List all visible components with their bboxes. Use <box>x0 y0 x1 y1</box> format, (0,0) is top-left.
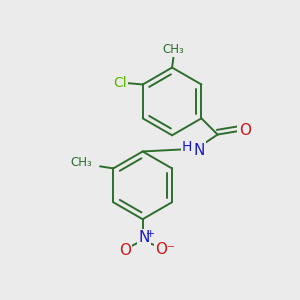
Text: CH₃: CH₃ <box>71 156 92 169</box>
Text: H: H <box>182 140 192 154</box>
Text: +: + <box>146 229 155 238</box>
Text: O: O <box>239 123 251 138</box>
Text: O⁻: O⁻ <box>156 242 176 257</box>
Text: Cl: Cl <box>113 76 127 90</box>
Text: O: O <box>119 243 131 258</box>
Text: CH₃: CH₃ <box>163 44 184 56</box>
Text: N: N <box>139 230 150 245</box>
Text: N: N <box>193 142 204 158</box>
